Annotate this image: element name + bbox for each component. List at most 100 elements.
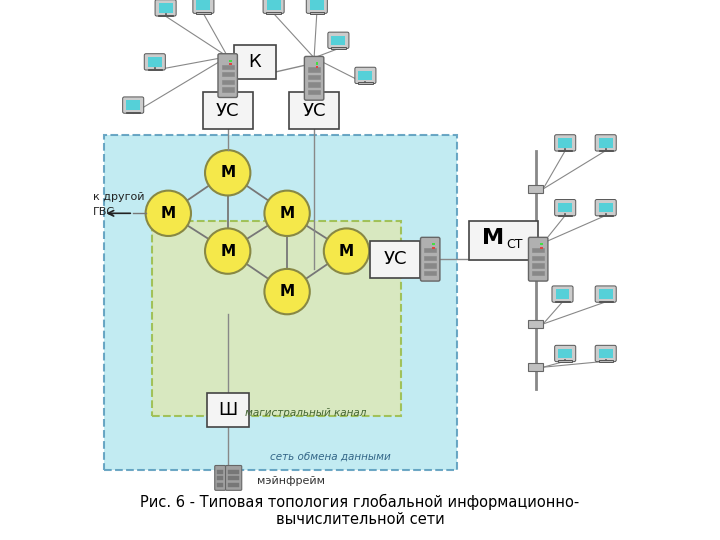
FancyBboxPatch shape xyxy=(202,92,253,129)
FancyBboxPatch shape xyxy=(554,346,576,362)
Circle shape xyxy=(205,150,251,195)
Bar xyxy=(148,69,162,70)
Text: УС: УС xyxy=(216,102,240,120)
Bar xyxy=(540,243,543,245)
Bar xyxy=(228,483,239,487)
FancyBboxPatch shape xyxy=(263,0,284,14)
FancyBboxPatch shape xyxy=(193,0,214,14)
Circle shape xyxy=(264,191,310,236)
Bar xyxy=(222,72,233,76)
Bar xyxy=(424,271,436,275)
Bar xyxy=(229,63,232,65)
FancyBboxPatch shape xyxy=(122,97,144,113)
Text: М: М xyxy=(339,244,354,259)
Bar xyxy=(158,15,173,16)
Circle shape xyxy=(145,191,191,236)
Text: УС: УС xyxy=(383,250,407,268)
FancyBboxPatch shape xyxy=(305,56,324,100)
FancyBboxPatch shape xyxy=(104,135,457,470)
Text: сеть обмена данными: сеть обмена данными xyxy=(270,451,391,461)
Text: М: М xyxy=(482,227,505,248)
FancyBboxPatch shape xyxy=(528,238,548,281)
FancyBboxPatch shape xyxy=(155,0,176,16)
Bar xyxy=(158,3,173,12)
Bar xyxy=(532,248,544,252)
Circle shape xyxy=(324,228,369,274)
FancyBboxPatch shape xyxy=(218,54,238,97)
FancyBboxPatch shape xyxy=(152,221,400,416)
Bar xyxy=(432,243,435,245)
FancyBboxPatch shape xyxy=(328,32,349,49)
Bar xyxy=(316,65,318,68)
Bar xyxy=(599,203,613,212)
FancyBboxPatch shape xyxy=(595,200,616,216)
Bar xyxy=(217,483,223,487)
Text: мэйнфрейм: мэйнфрейм xyxy=(258,476,325,485)
Bar xyxy=(599,138,613,147)
FancyBboxPatch shape xyxy=(355,68,376,84)
Bar xyxy=(528,320,543,328)
Bar xyxy=(229,60,232,62)
Bar xyxy=(228,470,239,474)
FancyBboxPatch shape xyxy=(595,135,616,151)
Bar xyxy=(558,150,572,151)
Bar xyxy=(316,62,318,65)
Bar xyxy=(310,12,324,14)
Text: ГВС: ГВС xyxy=(93,207,114,217)
Bar xyxy=(266,12,281,14)
FancyBboxPatch shape xyxy=(595,346,616,362)
Bar xyxy=(558,360,572,362)
Text: М: М xyxy=(220,244,235,259)
Bar xyxy=(528,239,543,247)
Text: Ш: Ш xyxy=(218,401,238,420)
Text: к другой: к другой xyxy=(93,192,144,202)
Bar xyxy=(598,214,613,216)
FancyBboxPatch shape xyxy=(469,220,538,260)
Bar xyxy=(331,47,346,49)
FancyBboxPatch shape xyxy=(420,238,440,281)
Bar xyxy=(331,36,346,45)
Bar xyxy=(228,476,239,480)
FancyBboxPatch shape xyxy=(370,241,420,278)
Text: М: М xyxy=(220,165,235,180)
Bar xyxy=(598,150,613,151)
Bar xyxy=(424,248,436,252)
Text: К: К xyxy=(248,53,261,71)
Bar xyxy=(126,100,140,110)
Bar xyxy=(308,67,320,71)
Bar xyxy=(222,64,233,69)
Bar xyxy=(558,138,572,147)
Bar xyxy=(598,360,613,362)
Bar xyxy=(432,246,435,248)
Bar xyxy=(217,470,223,474)
Bar xyxy=(558,203,572,212)
Text: М: М xyxy=(279,206,294,221)
Bar xyxy=(266,1,281,10)
Bar xyxy=(424,263,436,267)
FancyBboxPatch shape xyxy=(207,393,249,428)
FancyBboxPatch shape xyxy=(554,135,576,151)
FancyBboxPatch shape xyxy=(144,54,166,70)
FancyBboxPatch shape xyxy=(225,465,242,490)
Text: М: М xyxy=(161,206,176,221)
Bar xyxy=(308,82,320,86)
Bar xyxy=(217,476,223,480)
Bar xyxy=(555,301,570,302)
Bar xyxy=(532,255,544,260)
Circle shape xyxy=(205,228,251,274)
Bar xyxy=(532,263,544,267)
Bar xyxy=(540,246,543,248)
Bar xyxy=(532,271,544,275)
Bar xyxy=(310,1,324,10)
Bar xyxy=(197,12,210,14)
Bar xyxy=(197,1,210,10)
FancyBboxPatch shape xyxy=(554,200,576,216)
Text: УС: УС xyxy=(302,102,326,120)
FancyBboxPatch shape xyxy=(215,465,225,490)
Bar xyxy=(556,289,570,299)
Circle shape xyxy=(264,269,310,314)
Bar xyxy=(308,75,320,79)
Bar xyxy=(558,214,572,216)
Bar xyxy=(308,90,320,94)
Bar xyxy=(148,57,162,66)
